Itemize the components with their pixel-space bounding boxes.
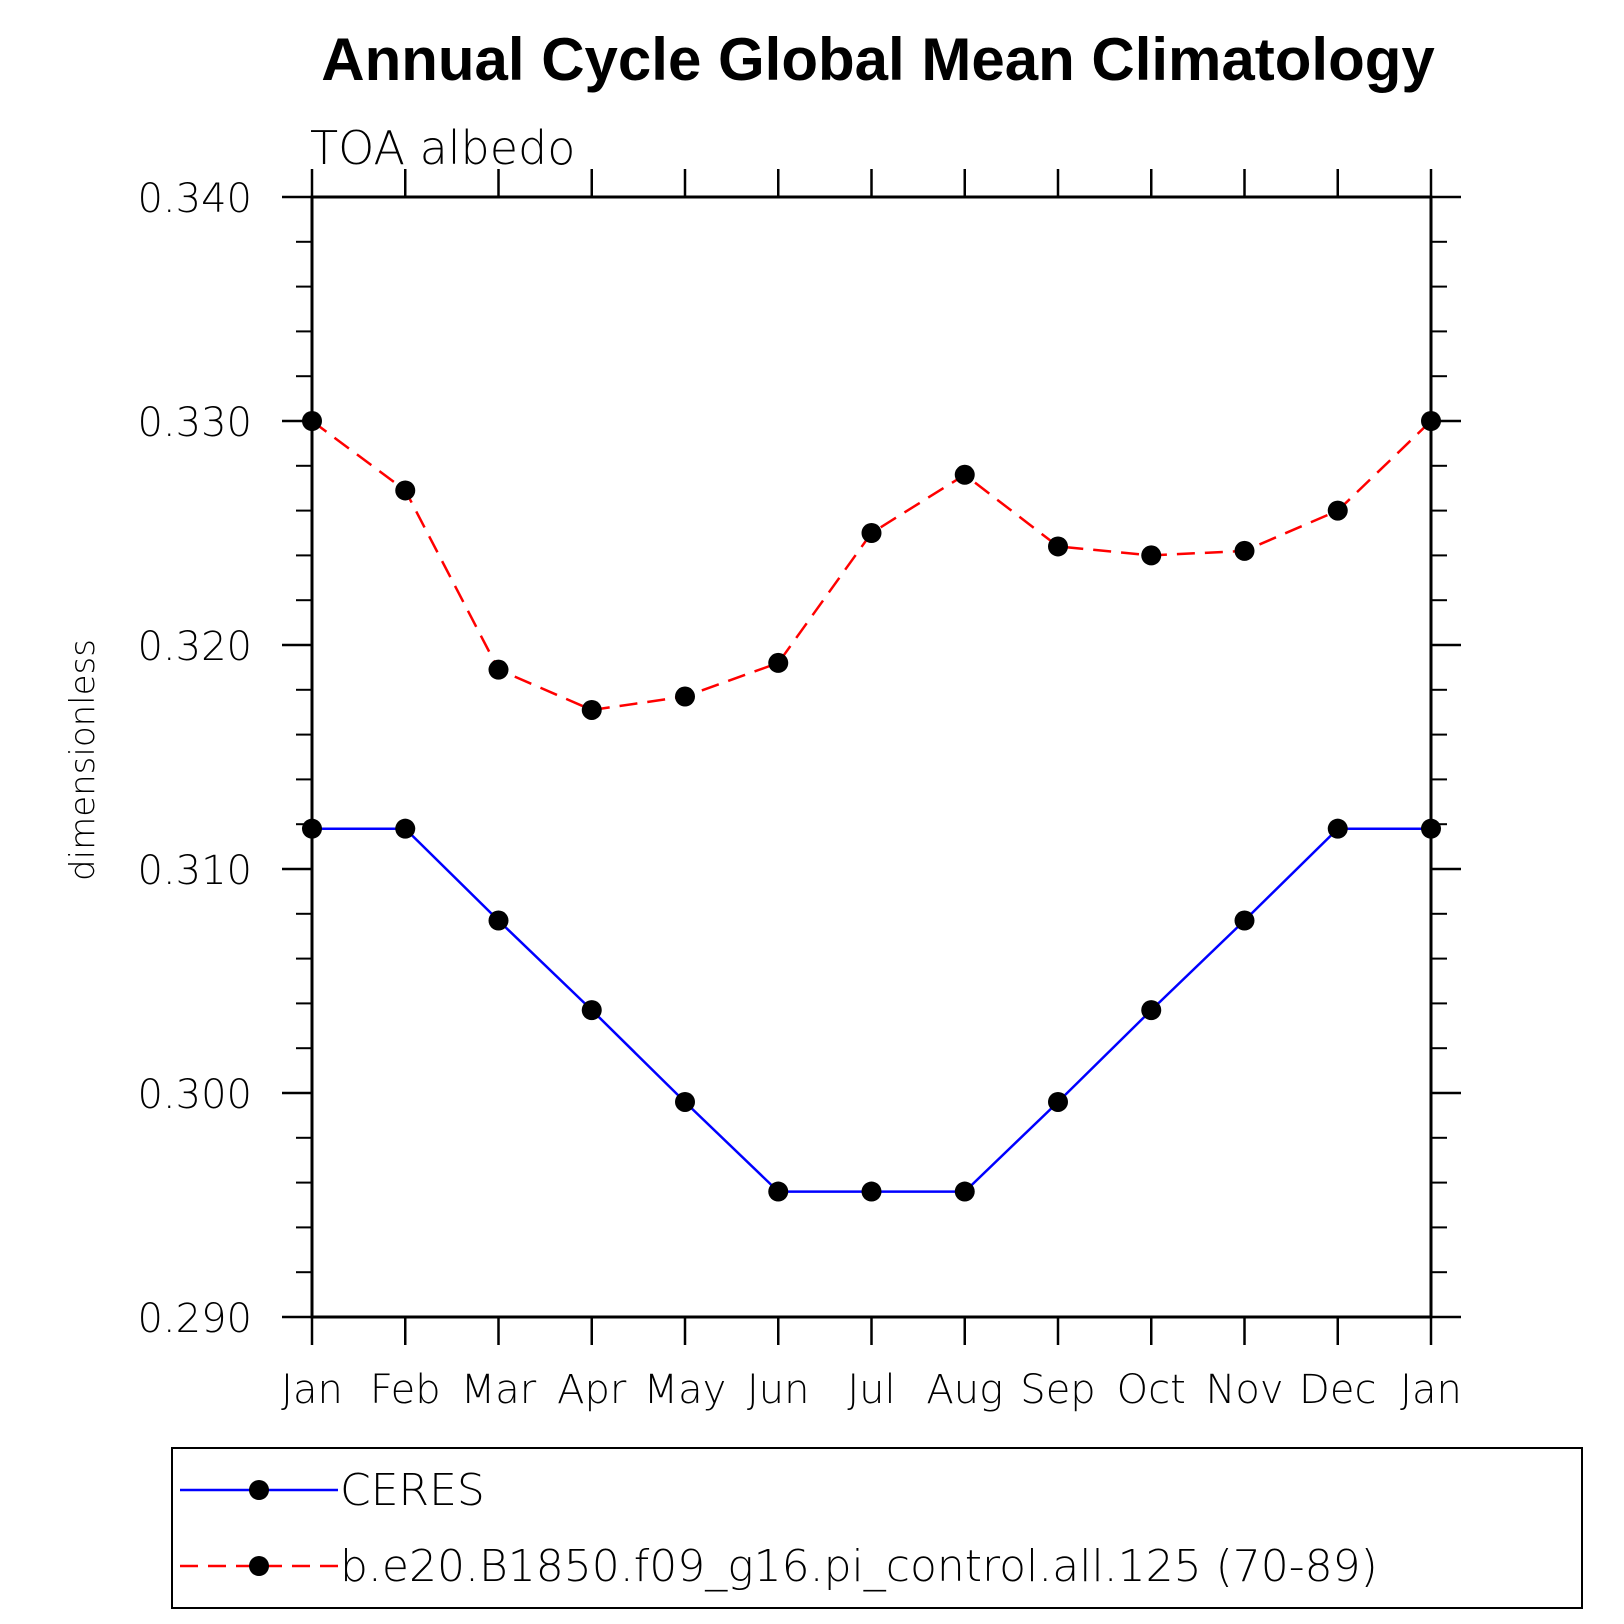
data-point-1 bbox=[1048, 536, 1068, 557]
series-layer bbox=[302, 411, 1441, 1202]
data-point-1 bbox=[395, 480, 416, 501]
y-tick-label: 0.340 bbox=[137, 176, 252, 222]
data-point-1 bbox=[768, 652, 789, 673]
y-axis-label: dimensionless bbox=[63, 639, 103, 881]
data-point-0 bbox=[861, 1181, 882, 1202]
series-line-1 bbox=[311, 419, 1432, 712]
data-point-1 bbox=[1327, 500, 1348, 521]
data-point-0 bbox=[954, 1181, 975, 1202]
data-point-0 bbox=[675, 1091, 695, 1112]
data-point-0 bbox=[395, 818, 416, 839]
legend-box bbox=[171, 1447, 1583, 1609]
chart-title: Annual Cycle Global Mean Climatology bbox=[321, 26, 1435, 93]
x-tick-label: Jan bbox=[281, 1367, 343, 1413]
x-tick-label: Mar bbox=[461, 1367, 537, 1413]
plot-axes: Jan Feb Mar Apr May Jun Jul Aug Sep Oct Nov Dec Jan 0… bbox=[137, 169, 1462, 1413]
y-tick-label: 0.290 bbox=[137, 1296, 252, 1342]
data-point-0 bbox=[1234, 910, 1255, 931]
x-tick-label: Sep bbox=[1020, 1367, 1095, 1413]
legend-marker-model bbox=[249, 1556, 269, 1576]
data-point-1 bbox=[488, 659, 509, 680]
x-tick-label: Apr bbox=[557, 1367, 627, 1413]
data-point-0 bbox=[302, 818, 322, 839]
data-point-1 bbox=[1141, 545, 1162, 566]
x-tick-label: Dec bbox=[1299, 1367, 1376, 1413]
y-tick-label: 0.330 bbox=[137, 400, 252, 446]
data-point-1 bbox=[302, 411, 322, 431]
data-point-1 bbox=[1421, 411, 1441, 431]
data-point-1 bbox=[1234, 540, 1255, 561]
y-tick-label: 0.300 bbox=[137, 1072, 252, 1118]
x-tick-label: Jun bbox=[747, 1367, 810, 1413]
x-tick-label: Nov bbox=[1205, 1367, 1283, 1413]
x-tick-label: Oct bbox=[1117, 1367, 1186, 1413]
y-tick-label: 0.310 bbox=[137, 848, 252, 894]
series-line-0 bbox=[312, 827, 1431, 1193]
chart-subtitle: TOA albedo bbox=[310, 121, 575, 175]
data-point-0 bbox=[581, 1000, 602, 1021]
data-point-0 bbox=[768, 1181, 789, 1202]
legend-label-model: b.e20.B1850.f09_g16.pi_control.all.125 (… bbox=[340, 1541, 1378, 1592]
x-tick-label: May bbox=[644, 1367, 727, 1413]
x-tick-label: Jan bbox=[1400, 1367, 1462, 1413]
x-tick-label: Aug bbox=[926, 1367, 1003, 1413]
data-point-0 bbox=[1048, 1091, 1068, 1112]
x-tick-label: Jul bbox=[847, 1367, 895, 1413]
y-tick-label: 0.320 bbox=[137, 624, 252, 670]
x-tick-label: Feb bbox=[370, 1367, 441, 1413]
data-point-1 bbox=[954, 464, 975, 485]
data-point-1 bbox=[581, 699, 602, 720]
legend-label-ceres: CERES bbox=[340, 1465, 485, 1516]
data-point-0 bbox=[1327, 818, 1348, 839]
data-point-1 bbox=[675, 686, 695, 707]
data-point-1 bbox=[861, 523, 882, 543]
legend-marker-ceres bbox=[249, 1480, 269, 1500]
data-point-0 bbox=[1141, 1000, 1162, 1021]
legend: CERES b.e20.B1850.f09_g16.pi_control.all… bbox=[171, 1447, 1583, 1609]
data-point-0 bbox=[488, 910, 509, 931]
data-point-0 bbox=[1421, 818, 1441, 839]
plot-frame bbox=[310, 195, 1433, 1319]
